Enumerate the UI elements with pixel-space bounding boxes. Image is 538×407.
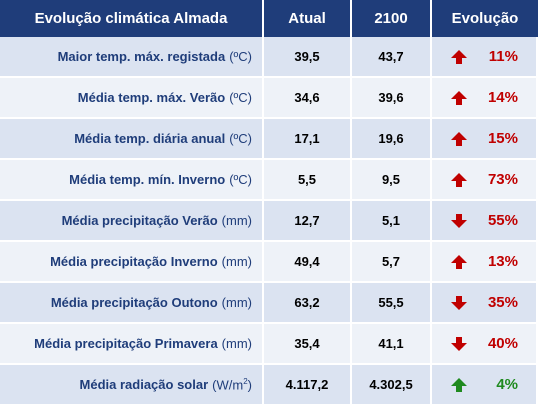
unit-text: (mm) <box>221 295 252 310</box>
value-evolucao: 14% <box>432 78 538 119</box>
header-evolucao: Evolução <box>432 0 538 37</box>
value-atual: 4.117,2 <box>264 365 352 406</box>
row-label: Média temp. mín. Inverno (ºC) <box>0 160 264 201</box>
value-evolucao: 11% <box>432 37 538 78</box>
row-label: Média radiação solar (W/m2) <box>0 365 264 406</box>
arrow-up-icon <box>451 90 467 105</box>
unit-text: (ºC) <box>229 49 252 64</box>
row-label-text: Média precipitação Primavera <box>34 336 218 351</box>
row-label: Média precipitação Verão (mm) <box>0 201 264 242</box>
value-2100: 43,7 <box>352 37 432 78</box>
value-atual: 34,6 <box>264 78 352 119</box>
value-evolucao: 35% <box>432 283 538 324</box>
row-unit: (mm) <box>222 336 252 351</box>
evolucao-percent: 55% <box>487 212 518 229</box>
unit-superscript: 2 <box>243 376 248 386</box>
row-label: Média precipitação Primavera (mm) <box>0 324 264 365</box>
value-atual: 63,2 <box>264 283 352 324</box>
value-evolucao: 40% <box>432 324 538 365</box>
row-unit: (ºC) <box>229 172 252 187</box>
value-2100: 5,1 <box>352 201 432 242</box>
arrow-down-icon <box>451 213 467 228</box>
arrow-up-icon <box>451 254 467 269</box>
unit-text: (ºC) <box>229 131 252 146</box>
value-atual: 12,7 <box>264 201 352 242</box>
row-label: Média temp. diária anual (ºC) <box>0 119 264 160</box>
value-2100: 5,7 <box>352 242 432 283</box>
evolucao-percent: 73% <box>487 171 518 188</box>
value-atual: 5,5 <box>264 160 352 201</box>
row-unit: (ºC) <box>229 49 252 64</box>
value-evolucao: 4% <box>432 365 538 406</box>
evolucao-percent: 4% <box>496 376 518 393</box>
row-label-text: Média temp. mín. Inverno <box>69 172 226 187</box>
value-2100: 9,5 <box>352 160 432 201</box>
row-label-text: Média temp. diária anual <box>74 131 226 146</box>
value-evolucao: 13% <box>432 242 538 283</box>
header-2100: 2100 <box>352 0 432 37</box>
evolucao-percent: 35% <box>487 294 518 311</box>
evolucao-percent: 11% <box>488 48 518 65</box>
value-atual: 39,5 <box>264 37 352 78</box>
evolucao-percent: 15% <box>487 130 518 147</box>
value-2100: 4.302,5 <box>352 365 432 406</box>
row-unit: (mm) <box>222 213 252 228</box>
arrow-down-icon <box>451 336 467 351</box>
value-evolucao: 73% <box>432 160 538 201</box>
row-label-text: Média precipitação Outono <box>50 295 218 310</box>
value-2100: 41,1 <box>352 324 432 365</box>
row-label: Maior temp. máx. registada (ºC) <box>0 37 264 78</box>
unit-text: (mm) <box>221 336 252 351</box>
unit-text: (mm) <box>221 213 252 228</box>
row-label-text: Média precipitação Inverno <box>50 254 218 269</box>
header-title: Evolução climática Almada <box>0 0 264 37</box>
row-label-text: Maior temp. máx. registada <box>57 49 226 64</box>
row-label-text: Média radiação solar <box>79 377 209 392</box>
value-atual: 17,1 <box>264 119 352 160</box>
header-atual: Atual <box>264 0 352 37</box>
row-label: Média precipitação Outono (mm) <box>0 283 264 324</box>
row-label-text: Média precipitação Verão <box>61 213 218 228</box>
arrow-up-icon <box>451 131 467 146</box>
row-unit: (mm) <box>222 295 252 310</box>
arrow-up-icon <box>451 49 467 64</box>
row-unit: (ºC) <box>229 131 252 146</box>
value-2100: 39,6 <box>352 78 432 119</box>
evolucao-percent: 13% <box>487 253 518 270</box>
row-unit: (mm) <box>222 254 252 269</box>
value-2100: 19,6 <box>352 119 432 160</box>
row-label: Média precipitação Inverno (mm) <box>0 242 264 283</box>
unit-text: (mm) <box>221 254 252 269</box>
value-evolucao: 55% <box>432 201 538 242</box>
row-label-text: Média temp. máx. Verão <box>77 90 226 105</box>
arrow-up-icon <box>451 377 467 392</box>
unit-text: (ºC) <box>229 172 252 187</box>
row-unit: (ºC) <box>229 90 252 105</box>
unit-close: ) <box>247 377 252 393</box>
value-2100: 55,5 <box>352 283 432 324</box>
value-atual: 49,4 <box>264 242 352 283</box>
arrow-down-icon <box>451 295 467 310</box>
value-evolucao: 15% <box>432 119 538 160</box>
row-unit: (W/m2) <box>212 377 252 392</box>
unit-text: (ºC) <box>229 90 252 105</box>
value-atual: 35,4 <box>264 324 352 365</box>
evolucao-percent: 40% <box>487 335 518 352</box>
unit-text: (W/m <box>212 377 244 393</box>
row-label: Média temp. máx. Verão (ºC) <box>0 78 264 119</box>
arrow-up-icon <box>451 172 467 187</box>
evolucao-percent: 14% <box>487 89 518 106</box>
